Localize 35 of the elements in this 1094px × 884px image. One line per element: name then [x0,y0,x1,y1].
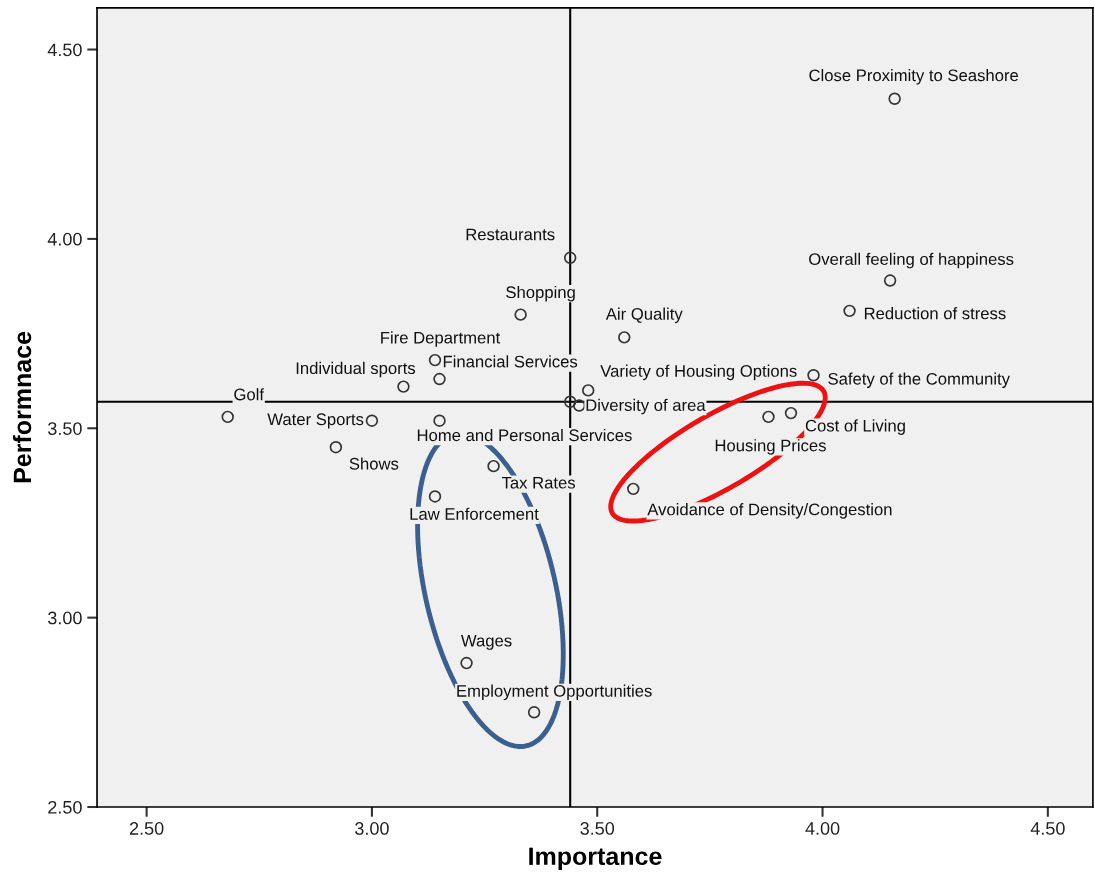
annotation: Home and Personal Services [417,428,632,442]
annotation: Restaurants [466,228,555,241]
x-tick-label: 3.00 [355,822,389,835]
y-tick-label: 3.50 [48,422,82,435]
annotation: Financial Services [443,355,578,368]
annotation: Shopping [506,285,575,302]
annotation: Reduction of stress [864,307,1006,320]
annotation: Fire Department [381,331,501,347]
annotation: Golf [234,388,265,401]
y-axis-title: Performnace [12,331,32,483]
y-tick-label: 2.50 [48,800,82,814]
annotation: Variety of Housing Options [600,364,797,381]
annotation: Avoidance of Density/Congestion [647,503,892,519]
annotation: Law Enforcement [410,507,539,520]
annotation: Wages [461,634,512,650]
x-tick-label: 4.50 [1030,822,1065,835]
y-tick-label: 4.50 [47,43,82,57]
annotation: Close Proximity to Seashore [809,69,1019,85]
x-axis-title: Importance [529,847,662,871]
annotation: Air Quality [605,307,683,324]
annotation: Cost of Living [805,419,905,435]
x-tick-label: 3.50 [580,822,615,835]
annotation: Water Sports [267,413,364,429]
y-tick-label: 4.00 [47,232,82,246]
annotation: Safety of the Community [828,372,1010,389]
annotation: Individual sports [296,361,416,378]
annotation: Diversity of area [586,398,706,415]
annotation: Housing Prices [715,439,826,455]
annotation: Shows [349,457,399,470]
annotation: Tax Rates [501,476,576,489]
y-tick-label: 3.00 [48,611,82,625]
x-tick-label: 4.00 [805,822,840,835]
annotation: Employment Opportunities [457,684,652,701]
annotation: Overall feeling of happiness [809,252,1014,269]
x-tick-label: 2.50 [129,822,164,835]
